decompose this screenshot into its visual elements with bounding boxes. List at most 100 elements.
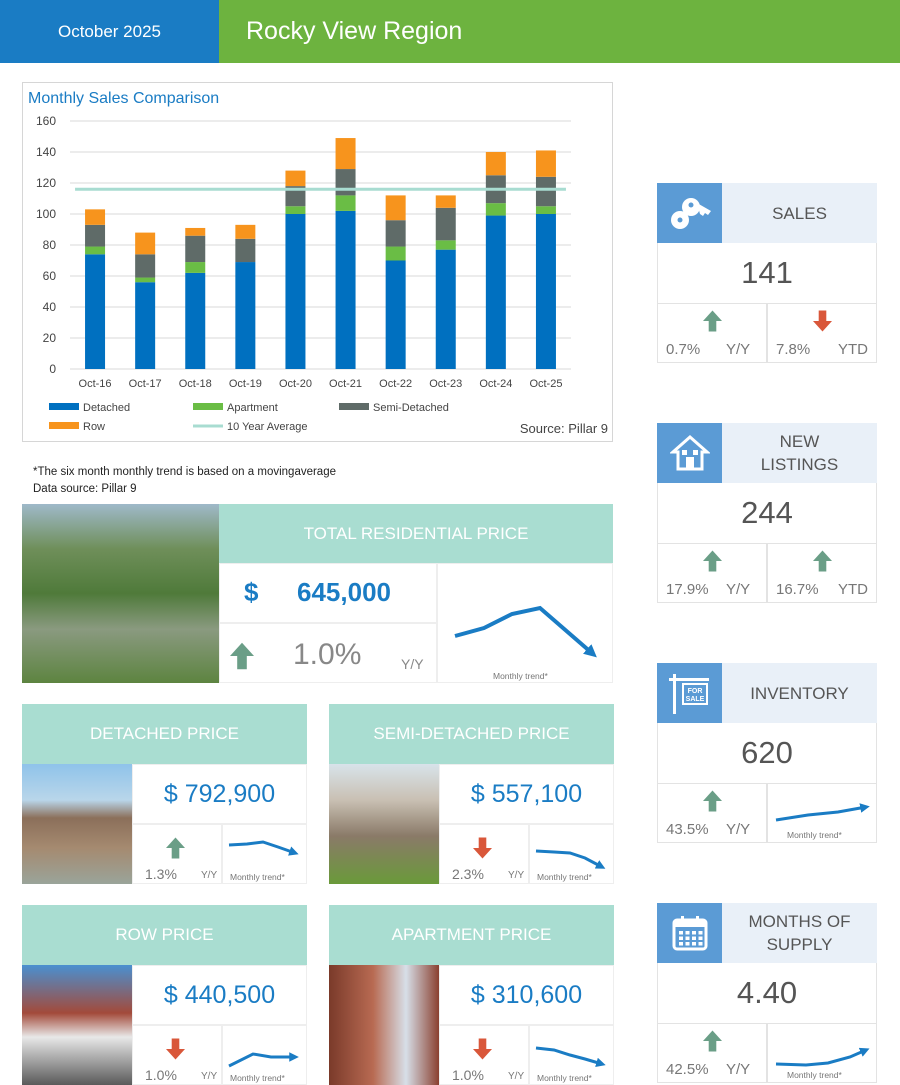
- stat-value: 244: [657, 483, 877, 543]
- stat-card-sales: SALES 141 0.7% Y/Y 7.8% YTD: [657, 183, 877, 363]
- x-tick-label: Oct-20: [279, 378, 312, 390]
- down-arrow-icon: [166, 1038, 185, 1060]
- footnote-trend: *The six month monthly trend is based on…: [33, 466, 336, 478]
- up-arrow-icon: [703, 310, 722, 332]
- trend-line: [535, 849, 606, 869]
- y-tick-label: 100: [36, 207, 56, 221]
- bar-semi-detached: [435, 207, 456, 241]
- chart-source: Source: Pillar 9: [520, 421, 608, 436]
- bar-detached: [235, 262, 256, 369]
- change-period: Y/Y: [508, 870, 525, 881]
- bar-semi-detached: [285, 186, 306, 207]
- x-tick-label: Oct-16: [79, 378, 112, 390]
- price-value: $ 310,600: [439, 965, 614, 1025]
- change-cell: 1.0% Y/Y: [132, 1025, 222, 1085]
- apartment-photo: [329, 965, 439, 1085]
- semi-detached-price-card: SEMI-DETACHED PRICE $ 557,100 2.3% Y/Y M…: [329, 704, 614, 884]
- currency-symbol: $: [244, 577, 259, 607]
- bar-row: [435, 195, 456, 208]
- trend-label: Monthly trend*: [787, 1070, 842, 1080]
- stat-value: 4.40: [657, 963, 877, 1023]
- stat-card-months-of-supply: MONTHS OF SUPPLY 4.40 42.5% Y/Y Monthly …: [657, 903, 877, 1083]
- trend-line: [775, 1047, 870, 1067]
- change-cell: 1.0% Y/Y: [439, 1025, 529, 1085]
- stat-label: NEW LISTINGS: [722, 423, 877, 483]
- stat-label: SALES: [722, 183, 877, 243]
- yy-change-cell: 0.7% Y/Y: [657, 303, 767, 363]
- ytd-period: YTD: [838, 581, 868, 598]
- stat-label: MONTHS OF SUPPLY: [722, 903, 877, 963]
- y-tick-label: 40: [43, 300, 57, 314]
- bar-semi-detached: [535, 176, 556, 207]
- row-photo: [22, 965, 132, 1085]
- bar-row: [185, 227, 206, 236]
- trend-line: [535, 1046, 606, 1067]
- x-tick-label: Oct-24: [479, 378, 512, 390]
- change-cell: 2.3% Y/Y: [439, 824, 529, 884]
- yy-period: Y/Y: [726, 581, 751, 598]
- bar-detached: [485, 215, 506, 369]
- total-price-cell: $ 645,000: [219, 563, 437, 623]
- bar-apartment: [535, 206, 556, 214]
- legend-label: Row: [83, 421, 105, 433]
- bar-row: [535, 150, 556, 177]
- yy-change-value: 0.7%: [666, 341, 701, 358]
- ytd-change-cell: 16.7% YTD: [767, 543, 877, 603]
- stat-label: INVENTORY: [722, 663, 877, 723]
- legend-swatch: [49, 422, 79, 429]
- legend-label: Detached: [83, 402, 130, 414]
- aerial-neighbourhood-photo: [22, 504, 219, 683]
- trend-cell: Monthly trend*: [767, 1023, 877, 1083]
- y-tick-label: 120: [36, 176, 56, 190]
- bar-row: [85, 209, 106, 225]
- price-value: $ 557,100: [439, 764, 614, 824]
- svg-text:SALE: SALE: [685, 696, 704, 703]
- total-price-value: 645,000: [297, 577, 391, 607]
- trend-label: Monthly trend*: [230, 872, 285, 882]
- legend-label: 10 Year Average: [227, 421, 308, 433]
- bar-apartment: [85, 246, 106, 255]
- bar-apartment: [185, 262, 206, 273]
- total-period: Y/Y: [401, 656, 424, 672]
- bar-row: [385, 195, 406, 221]
- trend-line: [228, 1052, 299, 1068]
- chart-svg: 0 20 40 60 80 100 120 140 160 Oct-16 Oct-17 Oct-18 O…: [36, 114, 608, 436]
- trend-label: Monthly trend*: [787, 830, 842, 840]
- apartment-price-card: APARTMENT PRICE $ 310,600 1.0% Y/Y Month…: [329, 905, 614, 1085]
- yy-change-cell: 43.5% Y/Y: [657, 783, 767, 843]
- bar-detached: [535, 214, 556, 369]
- up-arrow-icon: [166, 837, 185, 859]
- row-price-card: ROW PRICE $ 440,500 1.0% Y/Y Monthly tre…: [22, 905, 307, 1085]
- trend-cell: Monthly trend*: [529, 824, 614, 884]
- down-arrow-icon: [473, 1038, 492, 1060]
- total-change-cell: 1.0% Y/Y: [219, 623, 437, 683]
- down-arrow-icon: [473, 837, 492, 859]
- bar-apartment: [435, 240, 456, 250]
- trend-label: Monthly trend*: [537, 1073, 592, 1083]
- bar-semi-detached: [335, 169, 356, 196]
- card-title: SEMI-DETACHED PRICE: [329, 704, 614, 764]
- y-tick-label: 60: [43, 269, 57, 283]
- y-tick-label: 0: [49, 362, 56, 376]
- down-arrow-icon: [813, 310, 832, 332]
- bar-detached: [285, 214, 306, 369]
- card-title: ROW PRICE: [22, 905, 307, 965]
- chart-title: Monthly Sales Comparison: [28, 90, 220, 107]
- monthly-sales-chart: Monthly Sales Comparison 0 20 40 60 80 100 120…: [22, 82, 613, 442]
- bar-row: [135, 232, 156, 255]
- change-value: 1.0%: [145, 1067, 177, 1083]
- yy-period: Y/Y: [726, 821, 751, 838]
- bar-detached: [135, 282, 156, 369]
- y-tick-label: 160: [36, 114, 56, 128]
- bar-detached: [185, 272, 206, 369]
- y-tick-label: 20: [43, 331, 57, 345]
- x-tick-label: Oct-19: [229, 378, 262, 390]
- bar-semi-detached: [135, 254, 156, 278]
- ytd-period: YTD: [838, 341, 868, 358]
- x-tick-label: Oct-23: [429, 378, 462, 390]
- x-tick-label: Oct-21: [329, 378, 362, 390]
- bar-detached: [335, 210, 356, 369]
- up-arrow-icon: [813, 550, 832, 572]
- ytd-change-value: 7.8%: [776, 341, 811, 358]
- bar-row: [285, 170, 306, 187]
